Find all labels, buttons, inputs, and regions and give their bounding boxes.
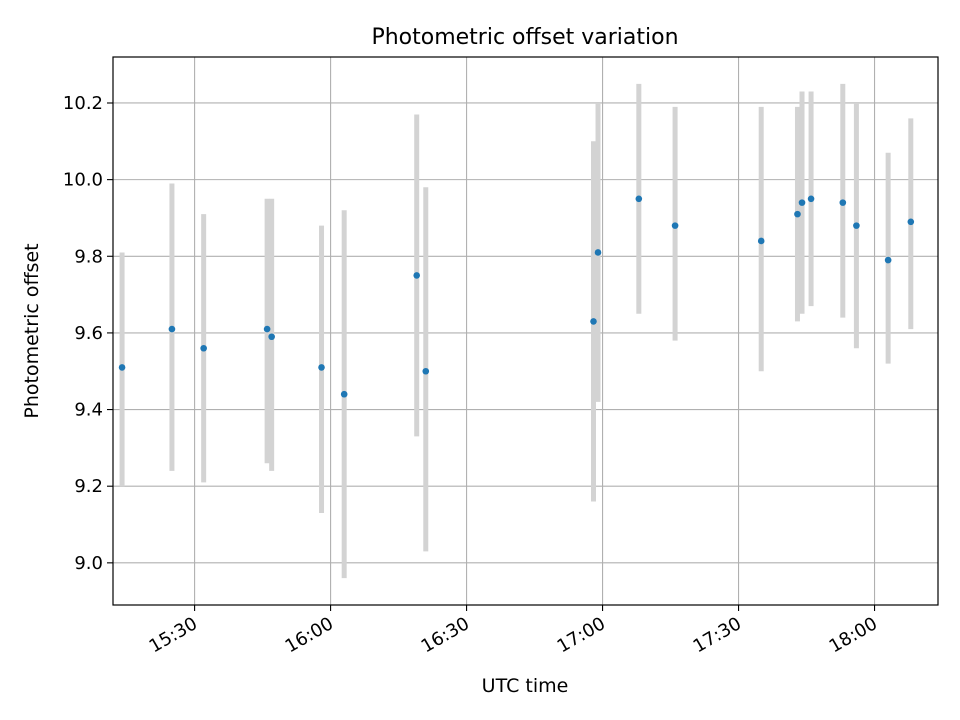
x-axis-label: UTC time — [482, 675, 569, 697]
y-axis: 9.0 9.2 9.4 9.6 9.8 10.0 10.2 — [63, 93, 113, 574]
data-point — [839, 199, 847, 206]
data-point — [268, 333, 275, 341]
y-tick-label: 9.0 — [74, 553, 103, 574]
data-point — [594, 249, 602, 256]
y-axis-label: Photometric offset — [21, 243, 43, 418]
data-point — [884, 256, 892, 264]
plot-frame — [112, 56, 939, 606]
y-tick-label: 10.2 — [63, 93, 103, 114]
data-point — [263, 325, 271, 333]
y-tick-label: 9.8 — [74, 246, 103, 267]
data-point — [118, 364, 126, 371]
data-point — [318, 364, 325, 371]
data-point — [635, 195, 643, 203]
y-tick-label: 9.2 — [74, 476, 103, 497]
data-point — [807, 195, 815, 203]
point-layer — [118, 195, 915, 398]
data-point — [798, 199, 806, 206]
y-tick-label: 9.4 — [74, 400, 103, 421]
data-point — [671, 222, 679, 229]
data-point — [200, 344, 207, 352]
data-point — [340, 390, 348, 398]
data-point — [422, 367, 430, 375]
data-point — [757, 237, 765, 245]
chart-title: Photometric offset variation — [371, 25, 678, 50]
data-point — [907, 218, 915, 226]
data-point — [590, 318, 597, 325]
data-point — [853, 222, 860, 229]
y-tick-label: 9.6 — [74, 323, 103, 344]
data-point — [168, 325, 176, 333]
data-point — [413, 272, 421, 279]
data-point — [794, 210, 801, 218]
y-tick-label: 10.0 — [63, 170, 103, 191]
